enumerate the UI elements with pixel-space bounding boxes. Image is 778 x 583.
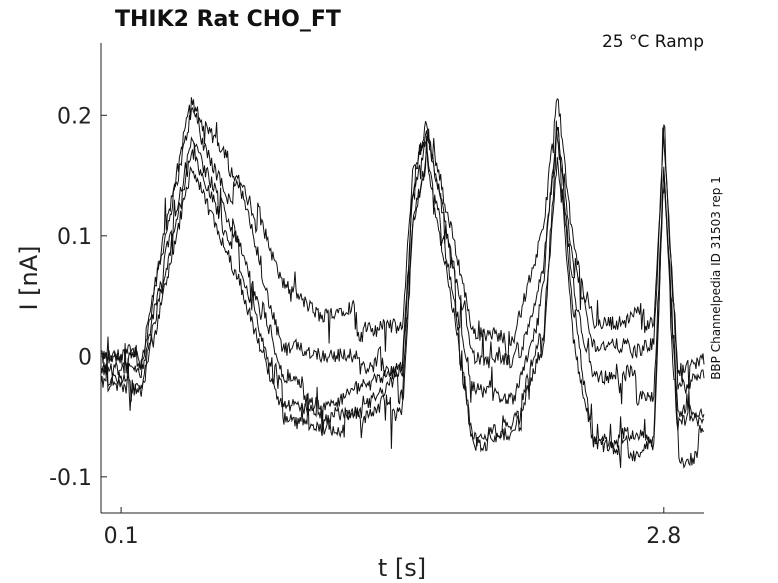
- current-trace-1: [100, 98, 705, 390]
- y-tick-label-3: 0: [78, 345, 92, 370]
- x-tick-label-2: 2.8: [646, 524, 681, 549]
- tick-group: 0.2 0.1 0 -0.1 0.1 2.8: [49, 104, 681, 549]
- axes: [100, 43, 704, 514]
- y-tick-label-1: 0.2: [57, 104, 92, 129]
- chart-title: THIK2 Rat CHO_FT: [115, 7, 341, 32]
- current-trace-5: [100, 120, 705, 469]
- current-trace-3: [100, 120, 705, 433]
- y-axis-label: I [nA]: [15, 245, 43, 310]
- current-trace-4: [100, 143, 705, 468]
- condition-annotation: 25 °C Ramp: [602, 32, 704, 52]
- y-tick-label-4: -0.1: [49, 466, 92, 491]
- trace-group: [100, 97, 705, 469]
- x-axis-label: t [s]: [378, 554, 426, 582]
- source-label: BBP Channelpedia ID 31503 rep 1: [709, 176, 723, 380]
- y-tick-label-2: 0.1: [57, 225, 92, 250]
- x-tick-label-1: 0.1: [104, 524, 139, 549]
- current-trace-2: [100, 97, 705, 394]
